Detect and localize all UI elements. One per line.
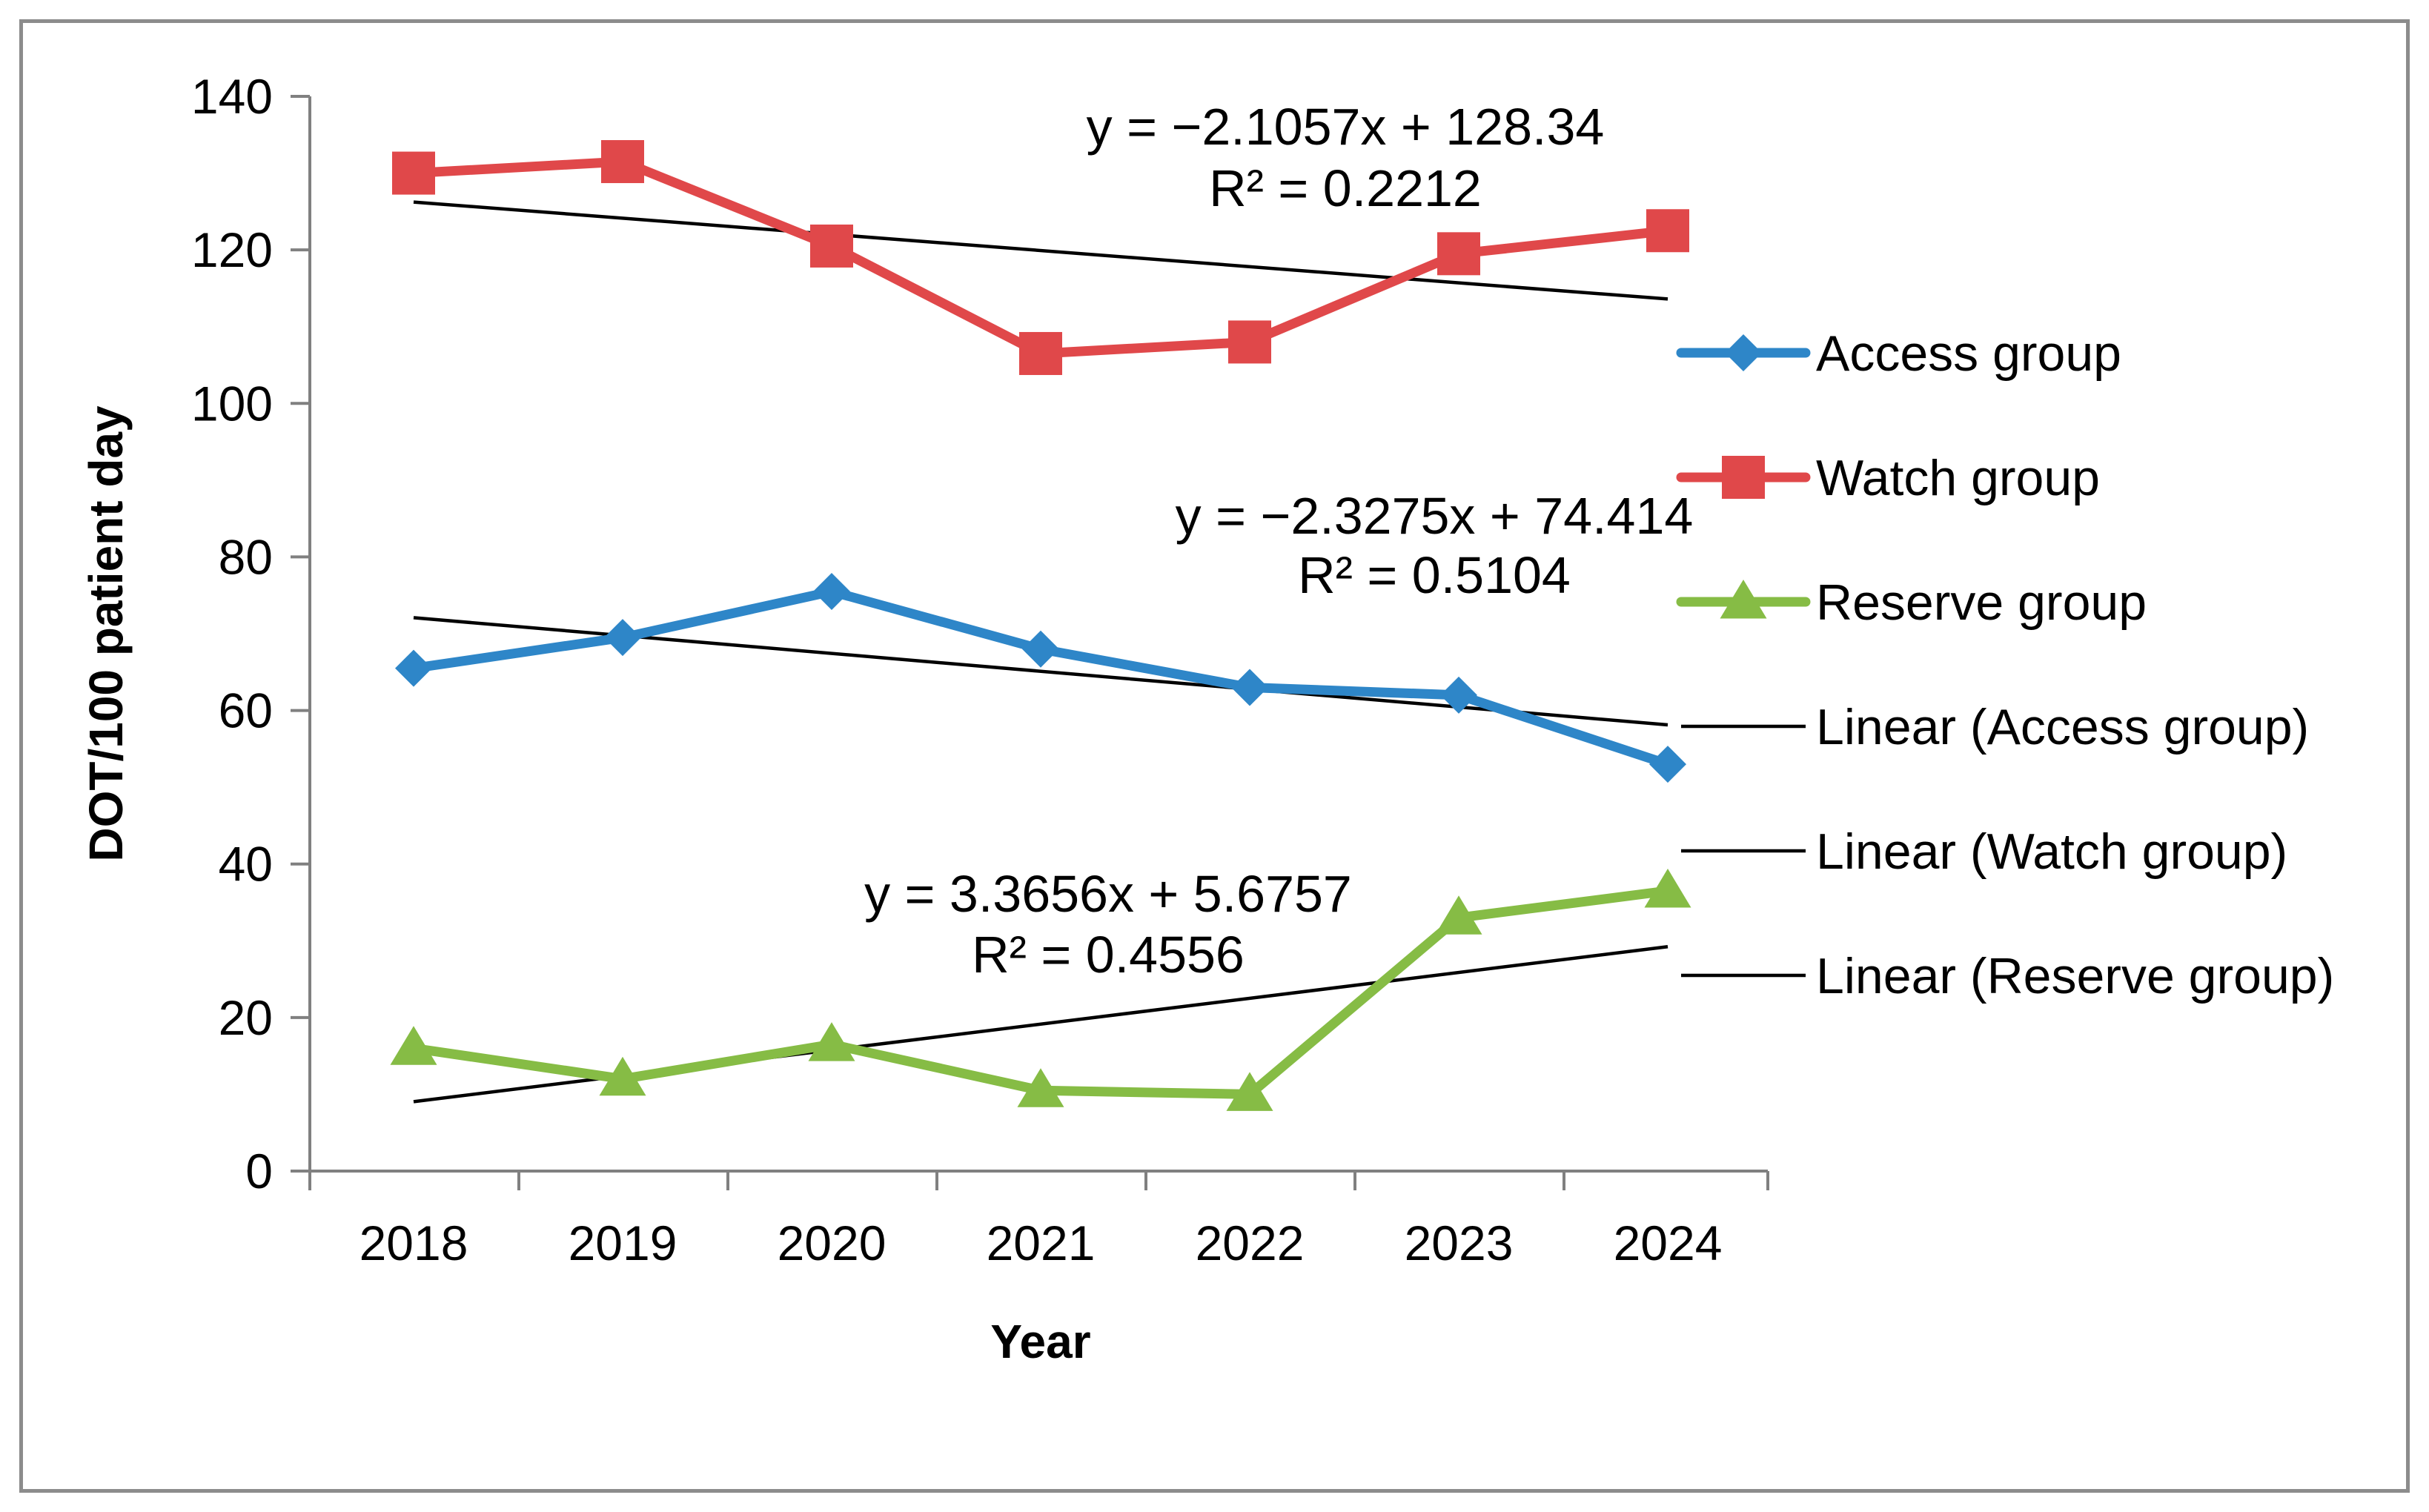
- x-tick-label: 2021: [987, 1216, 1096, 1270]
- trend-r2-access-group: R² = 0.5104: [1298, 546, 1571, 604]
- data-point-watch-group: [601, 140, 644, 184]
- x-tick-label: 2022: [1196, 1216, 1305, 1270]
- legend-label-trend-access-group: Linear (Access group): [1816, 699, 2309, 755]
- x-tick-label: 2018: [359, 1216, 468, 1270]
- y-axis-title: DOT/100 patient day: [79, 405, 133, 862]
- trend-r2-reserve-group: R² = 0.4556: [972, 926, 1245, 984]
- data-point-access-group: [604, 619, 641, 657]
- data-point-reserve-group: [390, 1026, 437, 1065]
- data-point-access-group: [1440, 676, 1477, 714]
- legend: Access group Watch group Reserve group Line…: [1676, 325, 2334, 1004]
- trend-equation-watch-group: y = −2.1057x + 128.34: [1087, 98, 1605, 156]
- data-point-access-group: [1649, 746, 1686, 783]
- y-tick-label: 80: [219, 529, 273, 584]
- data-point-watch-group: [810, 224, 853, 268]
- data-point-access-group: [395, 649, 432, 687]
- data-point-reserve-group: [808, 1022, 855, 1061]
- legend-marker-watch-group: [1722, 456, 1765, 499]
- y-tick-label: 140: [191, 69, 273, 124]
- legend-label-trend-watch-group: Linear (Watch group): [1816, 823, 2287, 880]
- legend-marker-reserve-group: [1720, 580, 1767, 619]
- data-point-watch-group: [392, 151, 435, 195]
- data-point-access-group: [1231, 669, 1268, 706]
- data-point-access-group: [1022, 630, 1059, 668]
- trend-equation-reserve-group: y = 3.3656x + 5.6757: [864, 865, 1352, 923]
- legend-marker-access-group: [1725, 334, 1762, 371]
- x-tick-label: 2023: [1405, 1216, 1514, 1270]
- legend-label-access-group: Access group: [1816, 325, 2121, 382]
- y-tick-label: 120: [191, 222, 273, 277]
- y-tick-label: 100: [191, 376, 273, 431]
- y-tick-label: 20: [219, 990, 273, 1045]
- x-tick-label: 2019: [569, 1216, 677, 1270]
- data-point-watch-group: [1646, 209, 1689, 253]
- legend-label-watch-group: Watch group: [1816, 450, 2100, 506]
- series-layer: [390, 140, 1691, 1111]
- y-tick-label: 40: [219, 837, 273, 892]
- data-point-reserve-group: [1226, 1072, 1273, 1111]
- x-tick-label: 2024: [1614, 1216, 1723, 1270]
- legend-label-reserve-group: Reserve group: [1816, 574, 2147, 631]
- series-line-access-group: [408, 586, 1673, 769]
- legend-label-trend-reserve-group: Linear (Reserve group): [1816, 948, 2334, 1004]
- data-point-watch-group: [1019, 331, 1062, 375]
- data-point-reserve-group: [1644, 868, 1691, 908]
- trendline-watch-group: [413, 200, 1669, 301]
- axes-layer: 0 20 40 60 80 100 120 140 2018 2019 2020 2021 2022 20…: [79, 69, 1769, 1368]
- data-point-access-group: [813, 573, 850, 611]
- data-point-reserve-group: [1435, 895, 1482, 935]
- data-point-reserve-group: [599, 1056, 646, 1096]
- trend-equation-access-group: y = −2.3275x + 74.414: [1176, 487, 1694, 545]
- y-tick-label: 0: [245, 1144, 273, 1198]
- x-tick-label: 2020: [778, 1216, 887, 1270]
- data-point-watch-group: [1228, 320, 1271, 364]
- data-point-watch-group: [1437, 232, 1480, 276]
- x-axis-title: Year: [990, 1315, 1090, 1368]
- data-point-reserve-group: [1017, 1068, 1064, 1107]
- y-tick-label: 60: [219, 683, 273, 738]
- trend-r2-watch-group: R² = 0.2212: [1209, 159, 1482, 217]
